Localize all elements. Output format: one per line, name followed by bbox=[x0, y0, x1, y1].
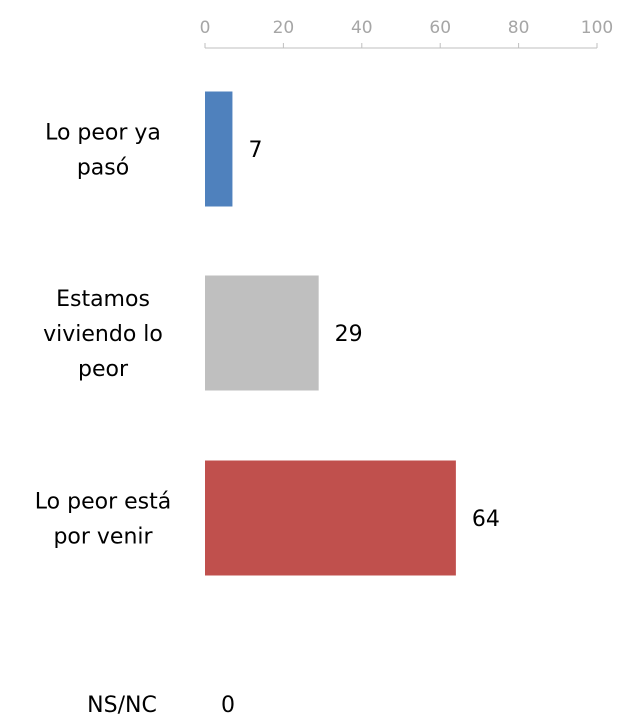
data-label: 0 bbox=[221, 693, 235, 715]
bar bbox=[205, 275, 319, 391]
tick-label: 60 bbox=[429, 18, 451, 38]
tick-label: 40 bbox=[351, 18, 373, 38]
category-label: NS/NC bbox=[87, 693, 157, 715]
data-label: 29 bbox=[335, 322, 363, 347]
tick-label: 0 bbox=[200, 18, 211, 38]
category-labels: Lo peor ya pasó Estamos viviendo lo peor Lo p… bbox=[35, 121, 171, 715]
data-label: 64 bbox=[472, 507, 500, 532]
tick-label: 20 bbox=[273, 18, 295, 38]
value-axis: 0 20 40 60 80 100 bbox=[200, 18, 613, 49]
data-label: 7 bbox=[248, 138, 262, 163]
tick-label: 80 bbox=[508, 18, 530, 38]
tick-label: 100 bbox=[581, 18, 613, 38]
category-label: Lo peor está por venir bbox=[35, 490, 171, 550]
bars bbox=[205, 91, 456, 576]
bar bbox=[205, 460, 456, 576]
category-label: Estamos viviendo lo peor bbox=[43, 287, 163, 382]
data-labels: 7 29 64 0 bbox=[221, 138, 500, 715]
category-label: Lo peor ya pasó bbox=[45, 121, 161, 181]
bar bbox=[205, 91, 233, 207]
